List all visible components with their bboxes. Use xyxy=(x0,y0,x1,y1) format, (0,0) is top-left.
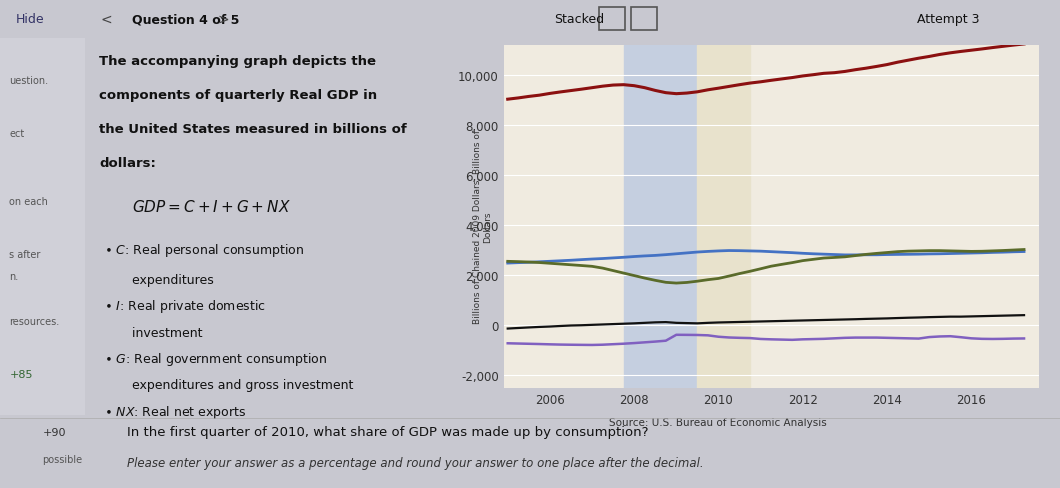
Text: Question 4 of 5: Question 4 of 5 xyxy=(132,13,240,26)
Text: $\bullet$ $I$: Real private domestic: $\bullet$ $I$: Real private domestic xyxy=(104,298,266,315)
Text: Billions of Chained 2009 Dollars, Billions of
Dollars: Billions of Chained 2009 Dollars, Billio… xyxy=(473,130,492,324)
Text: expenditures and gross investment: expenditures and gross investment xyxy=(104,379,353,391)
Bar xyxy=(0,39,85,415)
Text: Source: U.S. Bureau of Economic Analysis: Source: U.S. Bureau of Economic Analysis xyxy=(608,418,827,427)
Text: components of quarterly Real GDP in: components of quarterly Real GDP in xyxy=(99,89,377,102)
Text: on each: on each xyxy=(10,196,49,206)
Text: Stacked: Stacked xyxy=(554,13,604,26)
Bar xyxy=(631,8,657,31)
Text: ect: ect xyxy=(10,129,24,139)
Text: $\bullet$ $C$: Real personal consumption: $\bullet$ $C$: Real personal consumption xyxy=(104,241,304,258)
Text: dollars:: dollars: xyxy=(99,157,156,170)
Text: +90: +90 xyxy=(42,427,66,437)
Text: investment: investment xyxy=(104,326,202,339)
Text: resources.: resources. xyxy=(10,317,59,326)
Text: +85: +85 xyxy=(10,369,33,379)
Text: $\bullet$ $G$: Real government consumption: $\bullet$ $G$: Real government consumpti… xyxy=(104,350,328,367)
Text: The accompanying graph depicts the: The accompanying graph depicts the xyxy=(99,55,376,68)
Text: $GDP = C + I + G + NX$: $GDP = C + I + G + NX$ xyxy=(132,199,290,215)
Text: the United States measured in billions of: the United States measured in billions o… xyxy=(99,123,407,136)
Text: possible: possible xyxy=(42,454,83,465)
Text: n.: n. xyxy=(10,271,19,282)
Bar xyxy=(599,8,625,31)
Text: <: < xyxy=(101,13,112,26)
Text: Attempt 3: Attempt 3 xyxy=(917,13,979,26)
Text: >: > xyxy=(217,13,229,26)
Text: $\bullet$ $NX$: Real net exports: $\bullet$ $NX$: Real net exports xyxy=(104,403,246,420)
Bar xyxy=(697,46,750,388)
Text: In the first quarter of 2010, what share of GDP was made up by consumption?: In the first quarter of 2010, what share… xyxy=(127,426,649,438)
Text: expenditures: expenditures xyxy=(104,273,213,286)
Text: Hide: Hide xyxy=(16,13,45,26)
Text: Please enter your answer as a percentage and round your answer to one place afte: Please enter your answer as a percentage… xyxy=(127,456,704,469)
Bar xyxy=(623,46,697,388)
Text: uestion.: uestion. xyxy=(10,76,49,86)
Text: s after: s after xyxy=(10,249,40,259)
